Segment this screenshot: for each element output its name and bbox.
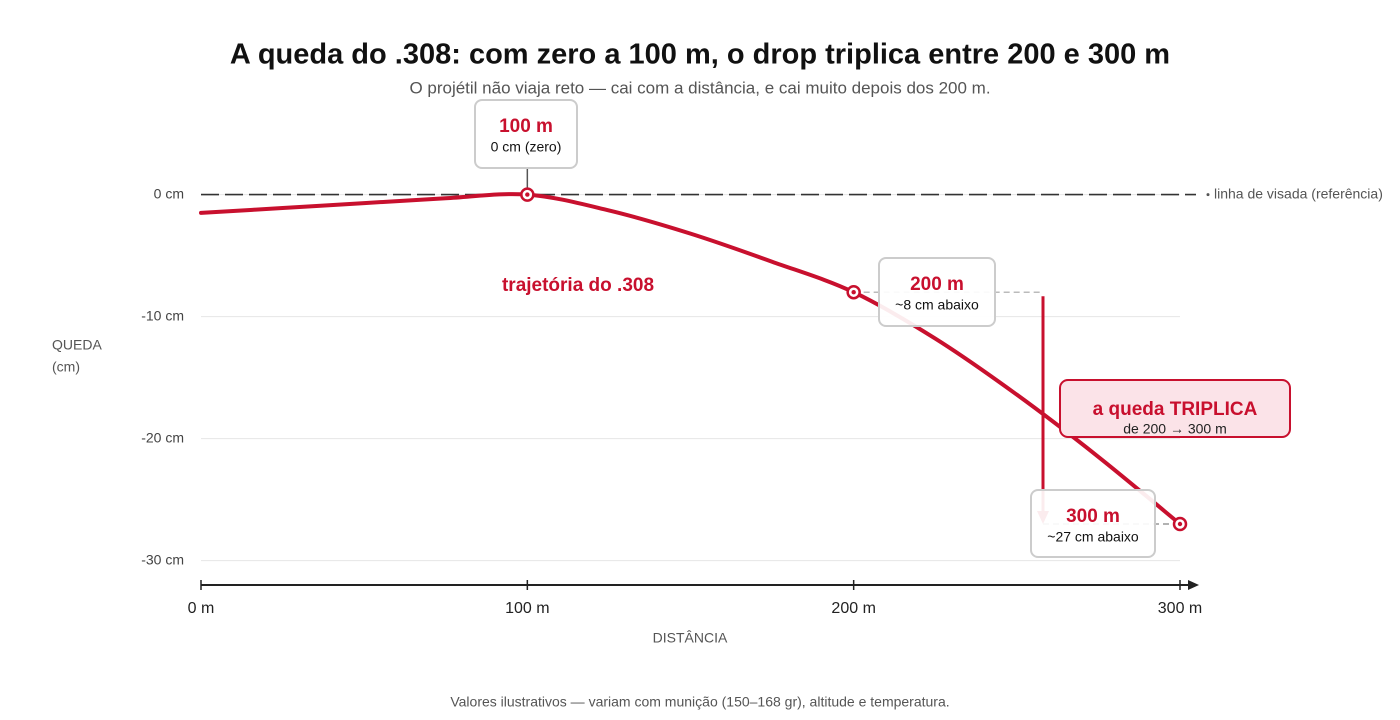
x-tick-label: 300 m	[1158, 600, 1202, 617]
trajectory-line	[199, 192, 1182, 526]
y-axis-label: QUEDA	[52, 337, 102, 353]
footnote: Valores ilustrativos — variam com muniçã…	[450, 694, 949, 710]
highlight-point-dot	[851, 290, 856, 295]
x-tick-label: 0 m	[188, 600, 215, 617]
chart-subtitle: O projétil não viaja reto — cai com a di…	[409, 78, 990, 97]
y-tick-label: -30 cm	[141, 551, 184, 567]
callout-title: a queda TRIPLICA	[1093, 399, 1258, 420]
highlight-label: 100 m	[499, 116, 553, 137]
highlight-label: 300 m	[1066, 506, 1120, 527]
reference-label: linha de visada (referência)	[1214, 185, 1383, 201]
y-axis-label: (cm)	[52, 359, 80, 375]
highlight-box	[474, 99, 578, 169]
x-axis-label: DISTÂNCIA	[653, 630, 728, 646]
y-tick-label: -10 cm	[141, 307, 184, 323]
highlight-box	[878, 257, 996, 327]
highlight-note: ~27 cm abaixo	[1047, 529, 1139, 545]
callout-box	[1059, 379, 1291, 438]
highlight-label: 200 m	[910, 274, 964, 295]
highlight-point-dot	[525, 192, 530, 197]
highlight-point-dot	[1177, 521, 1183, 527]
series-label: trajetória do .308	[502, 275, 654, 296]
y-tick-label: -20 cm	[141, 429, 184, 445]
callout-text: de 200 → 300 m	[1123, 421, 1227, 437]
x-tick-label: 200 m	[831, 600, 875, 617]
highlight-note: ~8 cm abaixo	[895, 297, 979, 313]
x-axis-arrow	[1188, 580, 1199, 590]
x-tick-label: 100 m	[505, 600, 549, 617]
y-tick-label: 0 cm	[154, 185, 184, 201]
reference-dot	[1206, 193, 1210, 197]
highlight-note: 0 cm (zero)	[491, 139, 562, 155]
chart-title: A queda do .308: com zero a 100 m, o dro…	[230, 39, 1170, 71]
highlight-box	[1030, 489, 1156, 558]
